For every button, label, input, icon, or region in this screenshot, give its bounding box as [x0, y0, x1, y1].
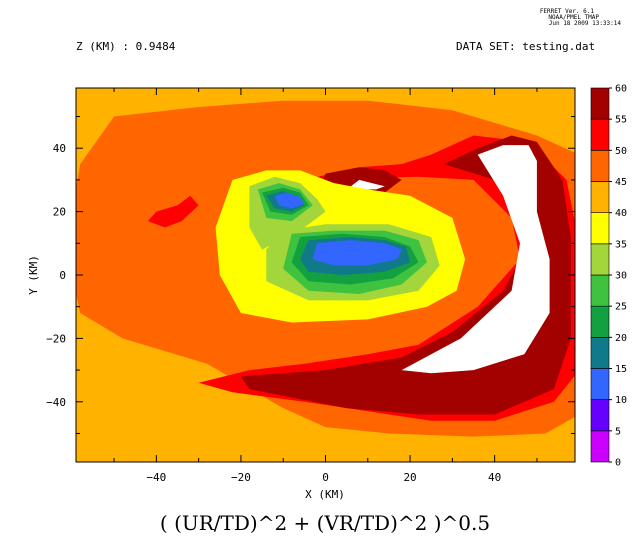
contour-region-10-15: [312, 240, 402, 266]
colorbar-label: 55: [615, 115, 627, 126]
plot-title: ( (UR/TD)^2 + (VR/TD)^2 )^0.5: [160, 511, 490, 535]
dataset-label: DATA SET: testing.dat: [456, 40, 595, 53]
colorbar-swatch: [590, 274, 610, 307]
colorbar-label: 0: [615, 458, 621, 469]
colorbar-swatch: [590, 212, 610, 245]
contour-region-60+: [350, 179, 385, 190]
y-tick-label: 20: [53, 206, 66, 219]
y-axis-label: Y (KM): [27, 255, 40, 295]
colorbar-swatch: [590, 430, 610, 463]
colorbar: 0 5 10 15 20 25 30 35 40 45 50 55 60: [590, 84, 627, 469]
colorbar-swatch: [590, 181, 610, 213]
colorbar-swatch: [590, 118, 610, 151]
y-tick-label: −40: [46, 396, 66, 409]
colorbar-label: 50: [615, 146, 627, 157]
colorbar-label: 30: [615, 271, 627, 282]
y-tick-label: 40: [53, 142, 66, 155]
colorbar-label: 40: [615, 208, 627, 219]
colorbar-label: 35: [615, 239, 627, 250]
x-tick-label: −40: [146, 471, 166, 484]
contour-regions: [76, 88, 575, 462]
colorbar-label: 25: [615, 302, 627, 313]
colorbar-label: 20: [615, 333, 627, 344]
colorbar-label: 15: [615, 364, 627, 375]
colorbar-label: 10: [615, 395, 627, 406]
contour-region-50-55: [147, 195, 199, 228]
ferret-version: FERRET Ver. 6.1: [540, 8, 595, 15]
z-level-label: Z (KM) : 0.9484: [76, 40, 176, 53]
x-tick-label: 20: [403, 471, 416, 484]
colorbar-label: 60: [615, 84, 627, 95]
colorbar-swatch: [590, 150, 610, 182]
x-tick-label: 0: [322, 471, 329, 484]
colorbar-swatch: [590, 399, 610, 432]
organization-label: NOAA/PMEL TMAP: [548, 14, 599, 21]
contour-region-10-15: [274, 192, 305, 209]
colorbar-label: 45: [615, 177, 627, 188]
y-tick-label: 0: [59, 269, 66, 282]
timestamp-label: Jun 18 2009 13:33:14: [549, 20, 622, 27]
x-tick-label: −20: [231, 471, 251, 484]
colorbar-swatch: [590, 243, 610, 276]
x-tick-label: 40: [488, 471, 501, 484]
y-tick-label: −20: [46, 332, 66, 345]
y-axis: −40 −20 0 20 40: [46, 116, 575, 434]
colorbar-swatch: [590, 368, 610, 400]
contour-region-60+: [401, 145, 550, 374]
colorbar-swatch: [590, 87, 610, 120]
x-axis: −40 −20 0 20 40: [113, 88, 538, 484]
colorbar-label: 5: [615, 426, 621, 437]
colorbar-swatch: [590, 305, 610, 338]
x-axis-label: X (KM): [305, 488, 345, 501]
colorbar-swatch: [590, 337, 610, 369]
